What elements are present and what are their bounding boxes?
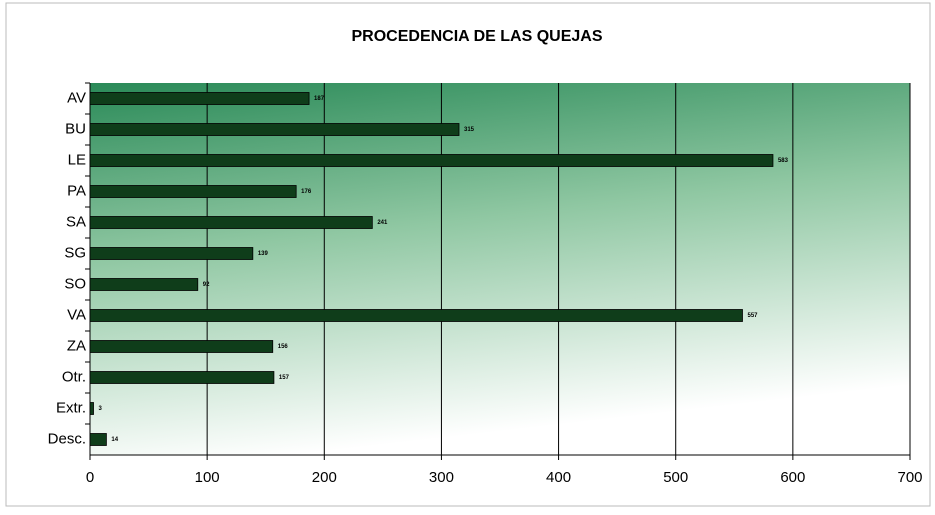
y-tick-label: Desc. — [48, 430, 86, 447]
data-label: 187 — [314, 96, 325, 102]
bar — [89, 309, 743, 322]
x-tick-label: 200 — [312, 469, 337, 486]
y-tick-label: PA — [67, 182, 86, 199]
data-label: 557 — [747, 313, 758, 319]
x-tick-label: 500 — [663, 469, 688, 486]
bar — [89, 247, 254, 260]
data-label: 583 — [778, 158, 789, 164]
bar — [89, 216, 373, 229]
bar — [89, 278, 199, 291]
y-tick-label: Otr. — [62, 368, 86, 385]
data-label: 315 — [464, 127, 475, 133]
y-tick-label: AV — [67, 89, 86, 106]
x-tick-label: 400 — [546, 469, 571, 486]
y-tick-label: SO — [64, 275, 86, 292]
data-label: 157 — [279, 375, 290, 381]
x-tick-label: 300 — [429, 469, 454, 486]
bar — [89, 123, 460, 136]
y-tick-label: Extr. — [56, 399, 86, 416]
bar — [89, 433, 107, 446]
data-label: 156 — [278, 344, 289, 350]
y-tick-label: ZA — [67, 337, 86, 354]
data-label: 92 — [203, 282, 210, 288]
bar — [89, 340, 274, 353]
y-tick-label: BU — [65, 120, 86, 137]
y-tick-label: SG — [64, 244, 86, 261]
plot-area — [90, 83, 910, 455]
data-label: 3 — [99, 406, 103, 412]
bar — [89, 402, 94, 415]
chart-title: PROCEDENCIA DE LAS QUEJAS — [352, 28, 603, 45]
bar — [89, 154, 774, 167]
x-tick-label: 700 — [897, 469, 922, 486]
x-tick-label: 100 — [195, 469, 220, 486]
bar — [89, 92, 310, 105]
y-tick-label: SA — [66, 213, 86, 230]
y-tick-label: VA — [67, 306, 86, 323]
data-label: 176 — [301, 189, 312, 195]
x-tick-label: 0 — [86, 469, 94, 486]
data-label: 14 — [111, 437, 118, 443]
x-tick-label: 600 — [780, 469, 805, 486]
data-label: 139 — [258, 251, 269, 257]
bar — [89, 185, 297, 198]
data-label: 241 — [377, 220, 388, 226]
y-tick-label: LE — [68, 151, 86, 168]
bar — [89, 371, 275, 384]
